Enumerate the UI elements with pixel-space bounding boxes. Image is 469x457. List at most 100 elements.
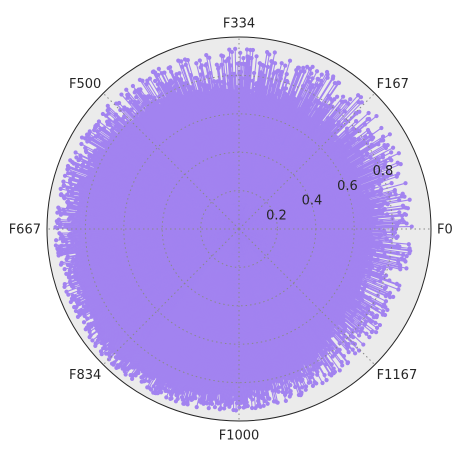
stem-marker bbox=[279, 61, 284, 66]
stem-marker bbox=[298, 69, 304, 74]
stem-marker bbox=[299, 390, 304, 395]
stem-marker bbox=[218, 405, 223, 411]
angular-gridline bbox=[238, 92, 376, 230]
stem-marker bbox=[315, 369, 320, 375]
stem-marker bbox=[403, 181, 408, 186]
stem-marker bbox=[75, 314, 81, 319]
stem-marker bbox=[387, 290, 393, 295]
stem-marker bbox=[346, 350, 351, 355]
stem-marker bbox=[206, 406, 211, 411]
stem-marker bbox=[359, 100, 364, 105]
stem-marker bbox=[237, 405, 242, 410]
stem-marker bbox=[164, 395, 169, 400]
stem-marker bbox=[253, 82, 258, 87]
stem-marker bbox=[204, 401, 210, 406]
stem-marker bbox=[252, 70, 257, 76]
stem-marker bbox=[245, 403, 250, 409]
stem-marker bbox=[395, 243, 400, 248]
stem-marker bbox=[288, 388, 293, 394]
stem-marker bbox=[356, 348, 362, 353]
stem-marker bbox=[238, 50, 243, 55]
stem-marker bbox=[98, 126, 103, 132]
stem-marker bbox=[336, 80, 341, 85]
stem-marker bbox=[55, 220, 60, 226]
stem-marker bbox=[207, 55, 212, 60]
grid bbox=[47, 37, 431, 421]
stem-marker bbox=[92, 128, 97, 133]
stem-marker bbox=[214, 62, 219, 67]
stem-marker bbox=[244, 47, 250, 52]
stem-marker bbox=[194, 405, 199, 410]
stem-marker bbox=[96, 146, 101, 151]
stem-marker bbox=[85, 139, 90, 144]
stem-marker bbox=[400, 217, 405, 222]
stem-marker bbox=[61, 183, 66, 189]
stem-marker bbox=[283, 398, 288, 404]
stem-marker bbox=[203, 63, 208, 68]
stem-marker bbox=[406, 242, 411, 247]
stem-marker bbox=[389, 181, 394, 186]
stem-marker bbox=[100, 111, 106, 117]
stem-marker bbox=[123, 372, 128, 377]
stem-marker bbox=[261, 403, 266, 408]
stem-marker bbox=[74, 304, 79, 310]
stem-marker bbox=[380, 134, 386, 139]
stem-marker bbox=[404, 266, 409, 271]
stem-marker bbox=[344, 126, 350, 131]
stem-marker bbox=[99, 352, 104, 357]
stem-marker bbox=[219, 53, 224, 58]
stem-marker bbox=[193, 75, 198, 81]
stem-marker bbox=[361, 342, 366, 347]
stem-marker bbox=[81, 320, 87, 325]
stem-marker bbox=[58, 262, 64, 267]
plot-frame bbox=[46, 36, 432, 422]
stem-marker bbox=[364, 331, 369, 336]
stem-marker bbox=[58, 186, 63, 191]
stem-marker bbox=[69, 275, 74, 280]
stem-marker bbox=[71, 173, 76, 178]
stem-marker bbox=[365, 117, 370, 122]
stem-marker bbox=[342, 109, 347, 114]
stem-marker bbox=[175, 396, 180, 402]
radial-tick-label: 0.6 bbox=[337, 179, 358, 194]
stem-marker bbox=[66, 292, 71, 297]
stem-marker bbox=[265, 401, 270, 406]
stem-marker bbox=[272, 50, 277, 55]
angular-gridline bbox=[238, 228, 376, 366]
stem-marker bbox=[250, 397, 255, 402]
stem-marker bbox=[275, 400, 280, 405]
stem-marker bbox=[324, 69, 330, 75]
stem-marker bbox=[182, 401, 187, 406]
stem-marker bbox=[395, 160, 400, 165]
stem-marker bbox=[368, 227, 373, 232]
stem-marker bbox=[65, 167, 70, 172]
stem-marker bbox=[61, 179, 66, 184]
stem-marker bbox=[151, 384, 156, 389]
stem-marker bbox=[352, 341, 357, 347]
stem-marker bbox=[66, 171, 71, 176]
stem-marker bbox=[382, 302, 387, 307]
stem-marker bbox=[62, 267, 67, 272]
stem-marker bbox=[394, 281, 399, 286]
stem-marker bbox=[174, 72, 179, 77]
angular-tick-label: F500 bbox=[69, 77, 101, 92]
stem-marker bbox=[332, 369, 338, 375]
stem-marker bbox=[305, 64, 310, 69]
stem-marker bbox=[374, 313, 380, 318]
stem-marker bbox=[383, 285, 388, 290]
stem-marker bbox=[399, 256, 404, 261]
stem-marker bbox=[288, 383, 293, 388]
stem-marker bbox=[336, 120, 341, 125]
stem-marker bbox=[284, 78, 290, 84]
stem-marker bbox=[198, 65, 203, 70]
stem-marker bbox=[391, 294, 396, 299]
stem-marker bbox=[262, 398, 267, 404]
stem-marker bbox=[404, 253, 409, 259]
radial-tick-label: 0.4 bbox=[302, 194, 323, 209]
stem-marker bbox=[396, 151, 401, 156]
stem-marker bbox=[134, 94, 139, 100]
stem-marker bbox=[62, 196, 67, 201]
stem-marker bbox=[209, 401, 215, 407]
stem-marker bbox=[382, 252, 387, 257]
stem-marker bbox=[407, 246, 412, 251]
